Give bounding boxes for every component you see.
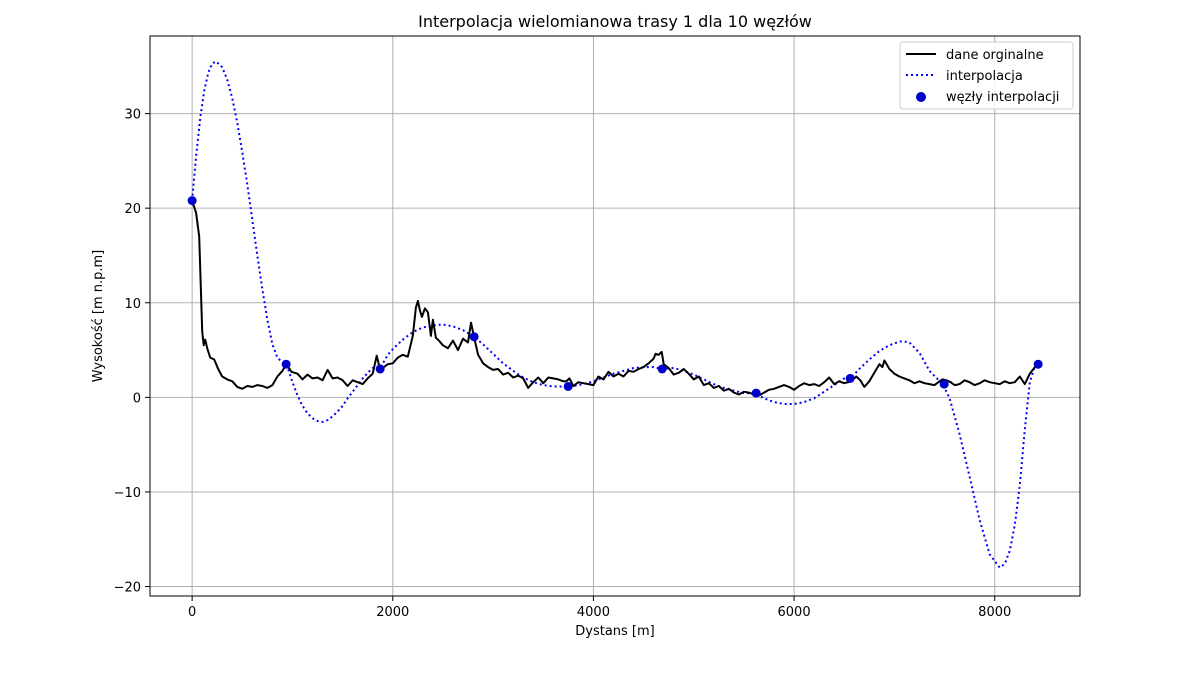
interpolation-node-point: [375, 364, 385, 374]
y-tick-label: −10: [114, 486, 141, 501]
x-axis-title: Dystans [m]: [575, 624, 655, 639]
original-data-line: [191, 200, 1039, 397]
interpolation-node-point: [469, 332, 479, 342]
y-tick-label: 10: [124, 297, 141, 312]
interpolation-node-point: [1033, 359, 1043, 369]
interpolation-node-point: [939, 379, 949, 389]
x-axis: 0 2000 4000 6000 8000: [188, 596, 1011, 620]
chart-title: Interpolacja wielomianowa trasy 1 dla 10…: [418, 12, 812, 31]
interpolation-line: [191, 60, 1039, 569]
interpolation-node-point: [751, 388, 761, 398]
y-axis: −20 −10 0 10 20 30: [114, 108, 150, 596]
x-tick-label: 8000: [978, 605, 1011, 620]
legend-marker-nodes: [916, 92, 926, 102]
grid-lines: [150, 36, 1080, 596]
legend-label-original: dane orginalne: [946, 48, 1044, 63]
y-tick-label: 20: [124, 202, 141, 217]
interpolation-node-point: [563, 381, 573, 391]
y-tick-label: −20: [114, 581, 141, 596]
x-tick-label: 4000: [577, 605, 610, 620]
x-tick-label: 2000: [376, 605, 409, 620]
x-tick-label: 0: [188, 605, 196, 620]
interpolation-node-point: [187, 196, 197, 206]
legend-label-nodes: węzły interpolacji: [946, 90, 1059, 105]
legend-label-interpolation: interpolacja: [946, 69, 1023, 84]
interpolation-node-point: [281, 359, 291, 369]
legend-box: [899, 41, 1074, 110]
y-axis-title: Wysokość [m n.p.m]: [91, 250, 106, 382]
y-tick-label: 0: [133, 391, 141, 406]
plot-frame: [149, 35, 1081, 597]
y-tick-label: 30: [124, 108, 141, 123]
x-tick-label: 6000: [778, 605, 811, 620]
interpolation-node-point: [845, 373, 855, 383]
series-layer: [187, 60, 1043, 569]
interpolation-node-point: [657, 364, 667, 374]
legend: dane orginalne interpolacja węzły interp…: [899, 41, 1074, 110]
